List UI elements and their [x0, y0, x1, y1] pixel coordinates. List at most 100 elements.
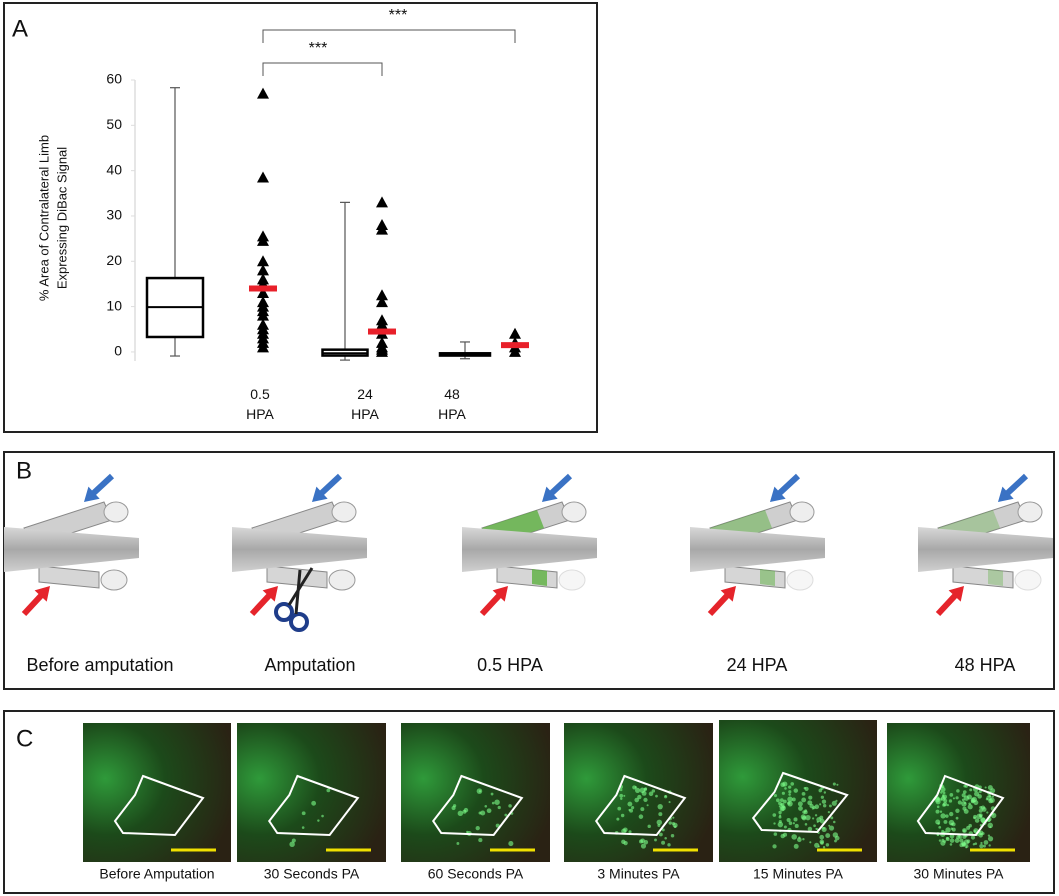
signal-speck	[627, 801, 633, 807]
signal-speck	[451, 806, 456, 811]
signal-speck	[942, 794, 948, 800]
signal-speck	[983, 840, 989, 845]
y-tick-label: 10	[106, 297, 122, 313]
signal-speck	[672, 816, 675, 819]
signal-speck	[813, 824, 816, 828]
signal-speck	[651, 789, 656, 793]
signal-speck	[942, 791, 946, 795]
micrograph	[401, 723, 550, 862]
signal-speck	[634, 786, 637, 789]
caption: Amputation	[264, 655, 355, 675]
signal-speck	[819, 834, 825, 840]
signal-speck	[317, 819, 320, 822]
signal-speck	[623, 794, 626, 797]
scissors	[287, 567, 314, 606]
signal-speck	[938, 825, 942, 829]
y-tick-label: 30	[106, 207, 122, 223]
signal-speck	[301, 811, 306, 816]
y-tick-label: 0	[114, 343, 122, 359]
signal-speck	[817, 845, 820, 848]
signal-speck	[497, 805, 501, 810]
signal-speck	[787, 801, 793, 807]
signal-speck	[616, 817, 620, 821]
signal-speck	[948, 819, 955, 826]
signal-speck	[772, 844, 777, 849]
signal-speck	[816, 820, 819, 823]
signal-speck	[791, 834, 797, 840]
caption: 3 Minutes PA	[597, 866, 680, 882]
micrograph	[83, 723, 231, 862]
signal-speck	[788, 785, 792, 789]
signal-speck	[955, 816, 959, 820]
signal-speck	[782, 805, 786, 809]
signal-speck	[991, 795, 995, 798]
caption: 48 HPA	[955, 655, 1016, 675]
scissors	[274, 602, 294, 622]
signal-speck	[657, 804, 663, 810]
arrow	[21, 591, 46, 617]
signal-speck	[784, 787, 787, 790]
data-point	[257, 171, 269, 183]
signal-speck	[654, 838, 657, 842]
signal-speck	[962, 806, 967, 811]
region-outline	[916, 774, 1005, 837]
signal-speck	[620, 813, 625, 818]
signal-speck	[821, 799, 827, 804]
signal-speck	[619, 788, 623, 792]
y-tick-label: 50	[106, 116, 122, 132]
data-point	[509, 345, 521, 357]
caption: 24 HPA	[727, 655, 788, 675]
mean-bar	[501, 342, 529, 349]
signal-speck	[791, 797, 796, 802]
signal-speck	[634, 787, 641, 793]
signal-speck	[955, 796, 959, 800]
signal-speck	[668, 801, 671, 804]
signal-speck	[946, 804, 950, 807]
signal-speck	[935, 819, 941, 825]
signal-speck	[831, 800, 837, 806]
data-point	[376, 223, 388, 235]
signal-speck	[628, 808, 631, 812]
signal-speck	[664, 837, 667, 840]
signal-speck	[989, 826, 992, 829]
data-point	[376, 318, 388, 330]
signal-speck	[463, 807, 469, 813]
y-tick-label: 60	[106, 71, 122, 87]
signal-speck	[638, 839, 644, 844]
signal-speck	[807, 826, 813, 832]
region-outline	[594, 774, 687, 837]
signal	[532, 569, 547, 586]
signal-speck	[814, 814, 818, 817]
signal-speck	[828, 825, 835, 831]
data-point	[257, 264, 269, 276]
arrow	[547, 473, 573, 498]
signal-speck	[834, 839, 837, 843]
arrow-head	[262, 586, 278, 602]
signal-speck	[311, 800, 317, 806]
signal-speck	[836, 783, 839, 786]
signal-speck	[802, 838, 805, 841]
signal-speck	[971, 796, 977, 803]
signal-speck	[478, 811, 482, 815]
signal-speck	[980, 832, 983, 836]
signal-speck	[986, 795, 992, 801]
signal-speck	[777, 821, 784, 828]
arrow-head	[492, 586, 508, 602]
data-point	[509, 327, 521, 339]
limb-hand	[789, 501, 815, 523]
signal-speck	[965, 844, 969, 848]
significance-bracket	[262, 62, 383, 76]
signal-speck	[628, 830, 632, 834]
signal-speck	[949, 811, 954, 817]
signal-speck	[987, 785, 993, 791]
limb	[952, 565, 1014, 589]
signal-speck	[961, 801, 967, 807]
signal-speck	[783, 799, 787, 804]
signal-speck	[830, 816, 834, 820]
signal-speck	[945, 827, 951, 833]
signal-speck	[832, 782, 836, 786]
signal-speck	[508, 840, 514, 847]
y-tick-label: 40	[106, 161, 122, 177]
signal-speck	[963, 801, 967, 805]
